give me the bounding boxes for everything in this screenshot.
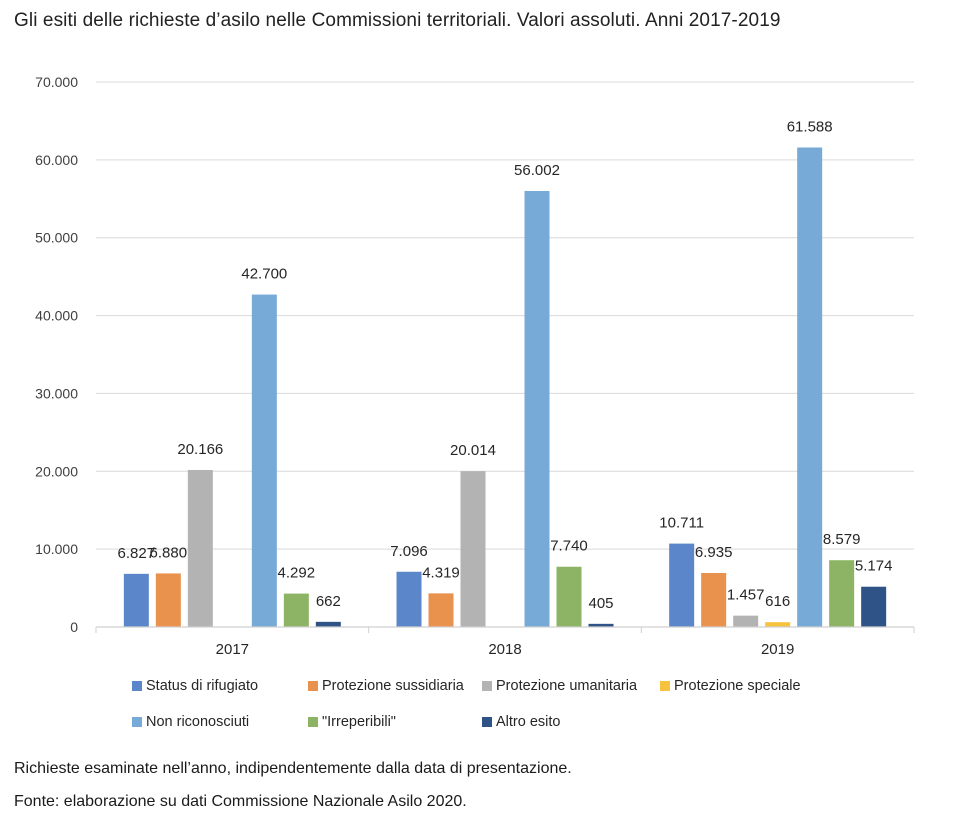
bar: [588, 623, 614, 627]
legend-swatch: [132, 717, 142, 727]
bar: [396, 571, 422, 627]
bar: [460, 471, 486, 627]
source-text: Fonte: elaborazione su dati Commissione …: [14, 793, 467, 810]
bar: [283, 593, 309, 627]
x-tick-label: 2018: [488, 641, 521, 658]
legend-swatch: [482, 681, 492, 691]
data-label: 20.166: [177, 441, 223, 458]
data-label: 61.588: [787, 118, 833, 135]
legend-label: Protezione speciale: [674, 678, 801, 694]
bar: [765, 622, 791, 627]
data-label: 405: [588, 595, 613, 612]
legend-item: Protezione umanitaria: [482, 678, 637, 694]
x-axis: 2017 2018 2019: [95, 626, 915, 658]
legend-label: Protezione umanitaria: [496, 678, 638, 694]
x-tick-label: 2019: [761, 641, 794, 658]
data-label: 56.002: [514, 162, 560, 179]
bar: [861, 586, 887, 627]
legend-item: "Irreperibili": [308, 714, 396, 730]
data-label: 6.880: [150, 544, 188, 561]
legend-label: Status di rifugiato: [146, 678, 259, 694]
legend-swatch: [308, 717, 318, 727]
y-tick-label: 20.000: [35, 463, 78, 479]
legend-swatch: [660, 681, 670, 691]
bar: [701, 573, 727, 627]
bar-chart: 0 10.000 20.000 30.000 40.000 50.000 60.000 70.…: [35, 74, 915, 658]
data-label: 7.096: [390, 543, 428, 560]
legend-swatch: [482, 717, 492, 727]
bar: [733, 615, 759, 627]
legend-item: Protezione speciale: [660, 678, 801, 694]
y-tick-label: 30.000: [35, 385, 78, 401]
data-label: 6.935: [695, 544, 733, 561]
bar: [524, 190, 550, 627]
y-tick-label: 0: [70, 619, 78, 635]
chart-title: Gli esiti delle richieste d’asilo nelle …: [14, 10, 781, 31]
data-label: 8.579: [823, 531, 861, 548]
y-tick-label: 60.000: [35, 152, 78, 168]
x-tick-label: 2017: [216, 641, 249, 658]
data-label: 10.711: [659, 515, 704, 532]
legend-item: Protezione sussidiaria: [308, 678, 464, 694]
legend-item: Altro esito: [482, 714, 560, 730]
legend-swatch: [308, 681, 318, 691]
data-label: 662: [316, 593, 341, 610]
data-label: 20.014: [450, 442, 496, 459]
bar: [315, 621, 341, 627]
data-label: 4.292: [278, 565, 316, 582]
data-label: 7.740: [550, 538, 588, 555]
bar: [829, 560, 855, 627]
y-tick-label: 10.000: [35, 541, 78, 557]
legend-label: Non riconosciuti: [146, 714, 250, 730]
y-axis-tick-labels: 0 10.000 20.000 30.000 40.000 50.000 60.000 70.…: [35, 74, 78, 635]
bar: [669, 543, 695, 627]
bar: [187, 469, 213, 627]
bars: [123, 147, 887, 628]
y-tick-label: 50.000: [35, 230, 78, 246]
gridlines: [96, 81, 914, 550]
bar: [428, 593, 454, 627]
legend-label: "Irreperibili": [322, 714, 396, 730]
bar: [251, 294, 277, 627]
legend-label: Protezione sussidiaria: [322, 678, 464, 694]
y-tick-label: 40.000: [35, 308, 78, 324]
bar: [123, 573, 149, 627]
data-label: 42.700: [241, 266, 287, 283]
data-label: 616: [765, 593, 790, 610]
bar: [556, 566, 582, 627]
note-text: Richieste esaminate nell’anno, indipende…: [14, 760, 572, 777]
legend-swatch: [132, 681, 142, 691]
data-label: 6.827: [118, 545, 156, 562]
bar: [155, 573, 181, 627]
y-tick-label: 70.000: [35, 74, 78, 90]
data-label: 4.319: [422, 564, 460, 581]
bar: [797, 147, 823, 628]
data-label: 5.174: [855, 558, 893, 575]
data-label: 1.457: [727, 587, 765, 604]
legend-item: Non riconosciuti: [132, 714, 249, 730]
legend-label: Altro esito: [496, 714, 561, 730]
legend-item: Status di rifugiato: [132, 678, 258, 694]
